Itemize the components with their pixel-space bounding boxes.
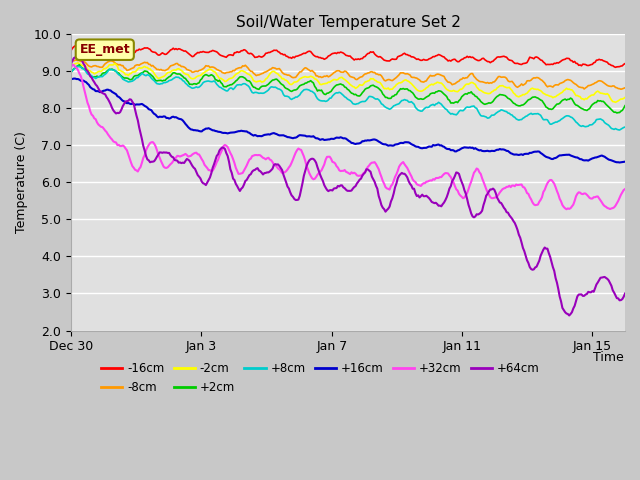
Legend: -16cm, -8cm, -2cm, +2cm, +8cm, +16cm, +32cm, +64cm: -16cm, -8cm, -2cm, +2cm, +8cm, +16cm, +3… [96,358,545,399]
Y-axis label: Temperature (C): Temperature (C) [15,132,28,233]
Title: Soil/Water Temperature Set 2: Soil/Water Temperature Set 2 [236,15,461,30]
Text: EE_met: EE_met [79,43,130,56]
X-axis label: Time: Time [593,351,624,364]
